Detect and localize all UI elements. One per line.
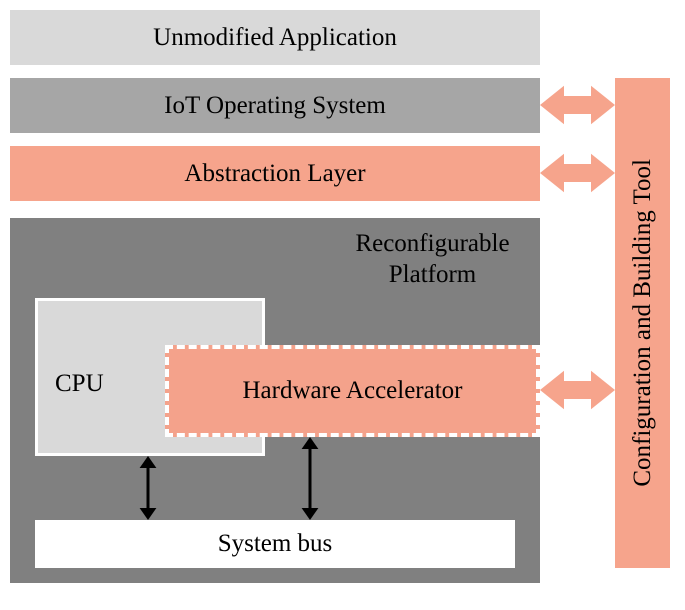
- system-bus-block: System bus: [35, 520, 515, 568]
- abstraction-layer-block: Abstraction Layer: [10, 146, 540, 201]
- hardware-accelerator-block: Hardware Accelerator: [165, 345, 540, 437]
- config-tool-label: Configuration and Building Tool: [629, 159, 657, 487]
- iot-os-label: IoT Operating System: [164, 92, 386, 120]
- hardware-accelerator-label: Hardware Accelerator: [243, 377, 463, 405]
- unmodified-application-label: Unmodified Application: [153, 24, 397, 52]
- iot-os-block: IoT Operating System: [10, 78, 540, 133]
- abstraction-layer-label: Abstraction Layer: [184, 160, 365, 188]
- reconfigurable-platform-label-line1: Reconfigurable Platform: [340, 228, 525, 291]
- unmodified-application-block: Unmodified Application: [10, 10, 540, 65]
- cpu-label: CPU: [55, 370, 104, 398]
- system-bus-label: System bus: [218, 530, 333, 558]
- config-tool-block: Configuration and Building Tool: [615, 78, 670, 568]
